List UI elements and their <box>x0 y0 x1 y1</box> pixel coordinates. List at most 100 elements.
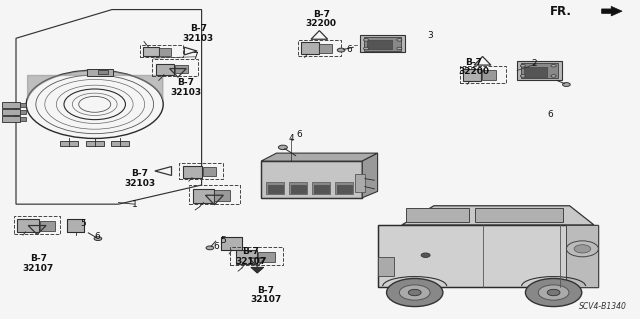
Text: B-7
32103: B-7 32103 <box>170 78 201 97</box>
Circle shape <box>538 285 569 300</box>
Bar <box>261 161 362 198</box>
Bar <box>378 225 598 287</box>
Bar <box>60 141 78 146</box>
Bar <box>360 35 405 52</box>
Text: B-7
32103: B-7 32103 <box>183 24 214 43</box>
Circle shape <box>525 278 582 307</box>
Text: 6: 6 <box>95 232 100 241</box>
Bar <box>364 37 401 51</box>
Polygon shape <box>261 153 378 161</box>
Circle shape <box>520 64 525 67</box>
Text: 5: 5 <box>220 236 225 245</box>
Text: 6: 6 <box>548 110 553 119</box>
Text: 7: 7 <box>193 52 198 61</box>
Bar <box>111 141 129 146</box>
Circle shape <box>563 83 570 86</box>
Bar <box>203 167 216 176</box>
Circle shape <box>408 289 421 296</box>
Bar <box>367 40 392 49</box>
Bar <box>482 70 496 80</box>
Bar <box>460 66 506 83</box>
Bar <box>314 185 329 193</box>
Text: 5: 5 <box>81 219 86 228</box>
Bar <box>475 208 563 222</box>
Bar <box>67 219 84 232</box>
Bar <box>175 65 188 73</box>
Circle shape <box>551 64 556 67</box>
Bar <box>355 174 365 192</box>
Circle shape <box>387 278 443 307</box>
Bar <box>291 185 306 193</box>
Bar <box>298 40 341 56</box>
Bar <box>521 63 558 78</box>
Bar <box>463 69 481 81</box>
Bar <box>193 189 214 203</box>
Bar <box>517 61 562 80</box>
Bar <box>98 70 108 74</box>
Text: 6: 6 <box>346 45 351 54</box>
Bar <box>17 219 39 232</box>
Text: 4: 4 <box>289 134 294 143</box>
Bar <box>2 102 20 108</box>
Polygon shape <box>402 206 594 225</box>
Circle shape <box>551 75 556 77</box>
Bar <box>289 182 307 194</box>
Text: B-7
32200: B-7 32200 <box>458 58 489 76</box>
Bar <box>14 216 60 234</box>
Bar <box>140 45 183 57</box>
Bar <box>67 219 84 232</box>
Bar <box>189 185 240 204</box>
Bar <box>378 257 394 276</box>
Circle shape <box>364 39 369 41</box>
Bar <box>179 163 223 179</box>
Bar <box>2 109 20 115</box>
Bar <box>378 225 598 287</box>
Circle shape <box>520 75 525 77</box>
Circle shape <box>337 48 345 52</box>
Circle shape <box>397 47 402 50</box>
Bar <box>301 42 319 54</box>
Bar <box>566 225 598 287</box>
Bar <box>221 237 242 250</box>
Text: 6: 6 <box>297 130 302 139</box>
Bar <box>230 247 283 265</box>
Polygon shape <box>362 153 378 198</box>
Bar <box>214 190 230 201</box>
Bar <box>87 69 113 76</box>
Bar <box>261 161 362 198</box>
Text: B-7
32107: B-7 32107 <box>250 286 281 304</box>
Text: B-7
32103: B-7 32103 <box>124 169 155 188</box>
Text: FR.: FR. <box>550 5 572 18</box>
Circle shape <box>278 145 287 150</box>
Bar <box>2 116 20 122</box>
Circle shape <box>364 47 369 50</box>
Bar <box>183 166 202 178</box>
Circle shape <box>206 246 214 250</box>
Bar <box>20 110 26 114</box>
Bar <box>20 103 26 107</box>
Bar <box>312 182 330 194</box>
Bar <box>156 64 174 75</box>
Circle shape <box>397 39 402 41</box>
Bar <box>319 44 332 53</box>
Polygon shape <box>602 6 622 16</box>
Text: 1: 1 <box>132 200 137 209</box>
Circle shape <box>399 285 430 300</box>
Bar <box>406 208 469 222</box>
Bar <box>159 48 171 56</box>
Circle shape <box>574 245 591 253</box>
Text: 3: 3 <box>428 31 433 40</box>
Text: B-7
32107: B-7 32107 <box>236 248 266 266</box>
Bar <box>86 141 104 146</box>
Text: SCV4-B1340: SCV4-B1340 <box>579 302 627 311</box>
Circle shape <box>421 253 430 257</box>
Text: 2: 2 <box>532 59 537 68</box>
Bar <box>20 117 26 121</box>
Text: 6: 6 <box>214 242 219 251</box>
Circle shape <box>566 241 598 257</box>
Bar <box>335 182 353 194</box>
Text: B-7
32200: B-7 32200 <box>306 10 337 28</box>
Circle shape <box>94 237 102 241</box>
Bar <box>143 47 159 56</box>
Bar <box>268 185 283 193</box>
